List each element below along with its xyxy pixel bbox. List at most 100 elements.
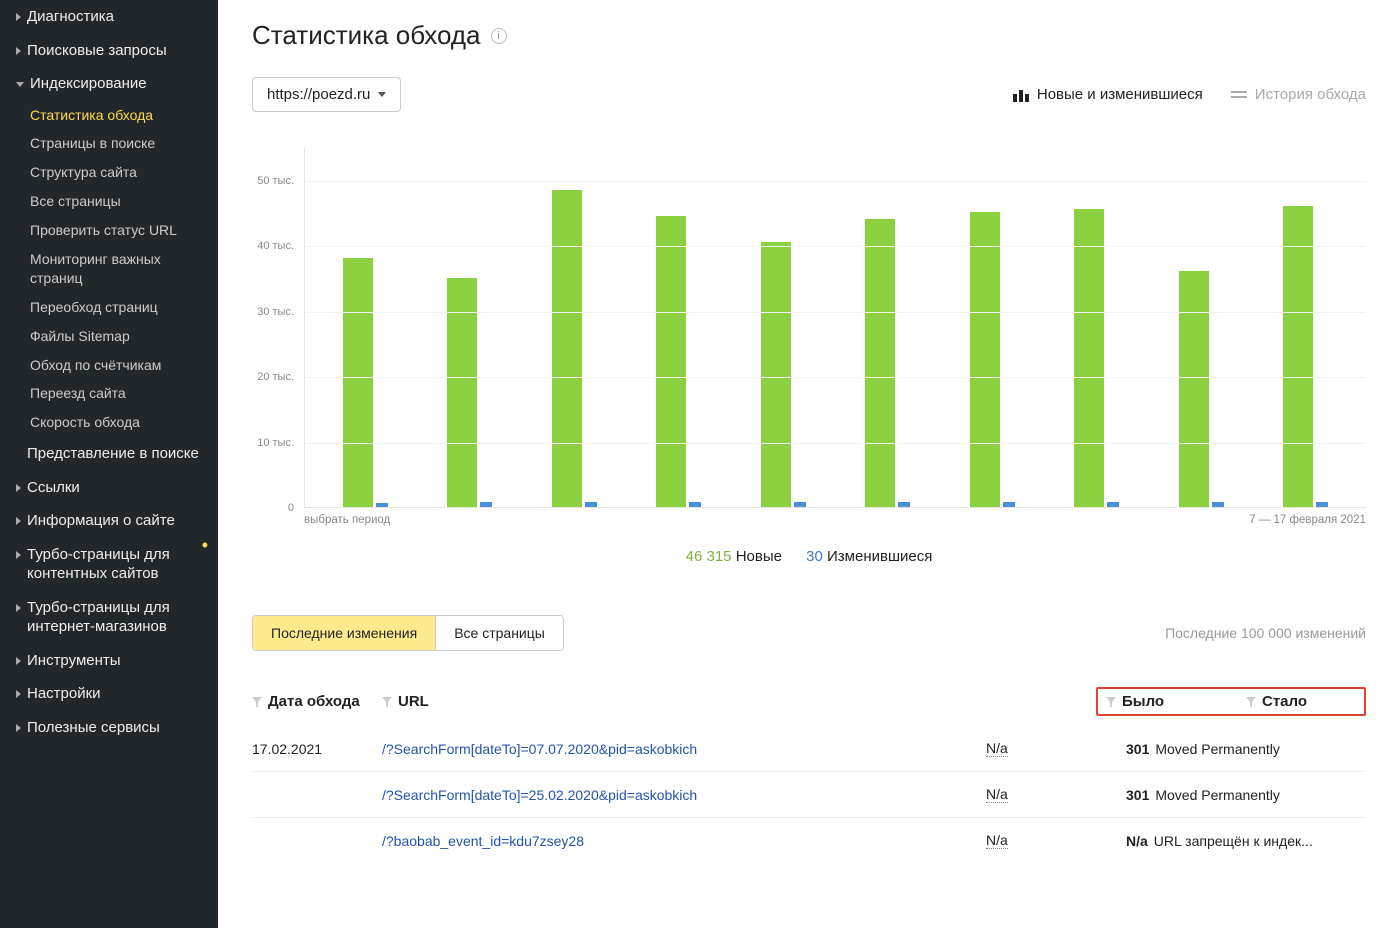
view-new-changed[interactable]: Новые и изменившиеся	[1013, 86, 1203, 103]
sidebar-item[interactable]: Турбо-страницы для интернет-магазинов	[0, 591, 218, 644]
sidebar-subitem[interactable]: Все страницы	[0, 187, 218, 216]
legend-new-value: 46 315	[686, 548, 732, 565]
sidebar-item[interactable]: Инструменты	[0, 644, 218, 678]
table-header: Дата обхода URL Было Стало	[252, 677, 1366, 726]
bar-changed	[585, 502, 597, 507]
cell-date: 17.02.2021	[252, 741, 382, 757]
sidebar-item-label: Настройки	[27, 684, 101, 704]
filter-icon	[1106, 697, 1116, 707]
cell-url-link[interactable]: /?SearchForm[dateTo]=07.07.2020&pid=asko…	[382, 741, 697, 757]
bar-new	[761, 242, 791, 507]
col-header-url[interactable]: URL	[382, 687, 1096, 716]
sidebar-subitem[interactable]: Переезд сайта	[0, 379, 218, 408]
bar-group[interactable]	[970, 212, 1015, 507]
site-selector[interactable]: https://poezd.ru	[252, 77, 401, 112]
sidebar-subitem[interactable]: Файлы Sitemap	[0, 322, 218, 351]
bar-group[interactable]	[656, 216, 701, 507]
bar-group[interactable]	[552, 190, 597, 507]
col-header-date[interactable]: Дата обхода	[252, 687, 382, 716]
chevron-right-icon	[16, 47, 21, 55]
info-icon[interactable]: i	[491, 28, 507, 44]
filter-icon	[1246, 697, 1256, 707]
table-row: /?baobab_event_id=kdu7zsey28N/aN/a URL з…	[252, 818, 1366, 863]
filter-icon	[252, 697, 262, 707]
bar-changed	[794, 502, 806, 507]
gridline	[305, 246, 1366, 247]
bar-changed	[1212, 502, 1224, 507]
bar-group[interactable]	[343, 258, 388, 507]
sidebar-item-label: Полезные сервисы	[27, 718, 160, 738]
sidebar-item[interactable]: Представление в поиске	[0, 437, 218, 471]
y-axis-label: 40 тыс.	[257, 240, 294, 252]
bar-new	[865, 219, 895, 507]
sidebar-subitem[interactable]: Структура сайта	[0, 158, 218, 187]
bar-changed	[689, 502, 701, 507]
bar-group[interactable]	[1179, 271, 1224, 507]
chart-period-selector[interactable]: выбрать период	[304, 514, 390, 526]
legend-new-label: Новые	[736, 548, 782, 565]
sidebar-item[interactable]: Индексирование	[0, 67, 218, 101]
sidebar-subitem[interactable]: Статистика обхода	[0, 101, 218, 130]
sidebar-item-label: Диагностика	[27, 7, 114, 27]
y-axis-label: 0	[288, 502, 294, 514]
chevron-down-icon	[16, 82, 24, 87]
bar-group[interactable]	[761, 242, 806, 507]
legend-changed-value: 30	[806, 548, 823, 565]
sidebar-item[interactable]: Турбо-страницы для контентных сайтов •	[0, 538, 218, 591]
site-selector-value: https://poezd.ru	[267, 86, 370, 103]
sidebar-item-label: Поисковые запросы	[27, 41, 167, 61]
cell-url-link[interactable]: /?baobab_event_id=kdu7zsey28	[382, 833, 584, 849]
gridline	[305, 312, 1366, 313]
bar-new	[343, 258, 373, 507]
sidebar-item[interactable]: Ссылки	[0, 471, 218, 505]
highlight-annotation: Было Стало	[1096, 687, 1366, 716]
cell-now: 301 Moved Permanently	[1126, 787, 1366, 803]
bar-changed	[480, 502, 492, 507]
col-header-was[interactable]: Было	[1106, 693, 1246, 710]
chevron-right-icon	[16, 724, 21, 732]
crawl-chart: 010 тыс.20 тыс.30 тыс.40 тыс.50 тыс. выб…	[252, 148, 1366, 526]
view-new-label: Новые и изменившиеся	[1037, 86, 1203, 103]
chart-period-range: 7 — 17 февраля 2021	[1249, 514, 1366, 526]
chevron-right-icon	[16, 657, 21, 665]
crawl-table: Дата обхода URL Было Стало 17.02.2021/?S…	[252, 677, 1366, 863]
y-axis-label: 30 тыс.	[257, 306, 294, 318]
chevron-right-icon	[16, 517, 21, 525]
cell-was: N/a	[986, 832, 1008, 849]
bar-changed	[1107, 502, 1119, 507]
y-axis-label: 20 тыс.	[257, 371, 294, 383]
sidebar-subitem[interactable]: Обход по счётчикам	[0, 351, 218, 380]
view-history-label: История обхода	[1255, 86, 1366, 103]
sidebar-subitem[interactable]: Переобход страниц	[0, 293, 218, 322]
sidebar-item[interactable]: Информация о сайте	[0, 504, 218, 538]
sidebar-subitem[interactable]: Страницы в поиске	[0, 129, 218, 158]
bar-group[interactable]	[865, 219, 910, 507]
bar-changed	[1316, 502, 1328, 507]
bar-group[interactable]	[1074, 209, 1119, 507]
sidebar-item[interactable]: Диагностика	[0, 0, 218, 34]
lines-icon	[1231, 88, 1247, 102]
sidebar-subitem[interactable]: Скорость обхода	[0, 408, 218, 437]
y-axis-label: 50 тыс.	[257, 175, 294, 187]
chevron-right-icon	[16, 604, 21, 612]
sidebar-item[interactable]: Настройки	[0, 677, 218, 711]
chevron-right-icon	[16, 13, 21, 21]
sidebar-item-label: Турбо-страницы для контентных сайтов	[27, 545, 198, 584]
col-header-now[interactable]: Стало	[1246, 693, 1356, 710]
cell-url-link[interactable]: /?SearchForm[dateTo]=25.02.2020&pid=asko…	[382, 787, 697, 803]
sidebar-item[interactable]: Поисковые запросы	[0, 34, 218, 68]
chevron-right-icon	[16, 690, 21, 698]
changes-count-hint: Последние 100 000 изменений	[1165, 625, 1366, 641]
bar-group[interactable]	[1283, 206, 1328, 507]
sidebar-item[interactable]: Полезные сервисы	[0, 711, 218, 745]
bar-changed	[376, 503, 388, 507]
chart-legend: 46 315 Новые 30 Изменившиеся	[252, 548, 1366, 565]
bar-new	[552, 190, 582, 507]
view-history[interactable]: История обхода	[1231, 86, 1366, 103]
sidebar-subitem[interactable]: Проверить статус URL	[0, 216, 218, 245]
chevron-down-icon	[378, 92, 386, 97]
sidebar-item-label: Ссылки	[27, 478, 80, 498]
sidebar-subitem[interactable]: Мониторинг важных страниц	[0, 245, 218, 293]
tab-all-pages[interactable]: Все страницы	[435, 616, 563, 650]
tab-recent-changes[interactable]: Последние изменения	[253, 616, 435, 650]
